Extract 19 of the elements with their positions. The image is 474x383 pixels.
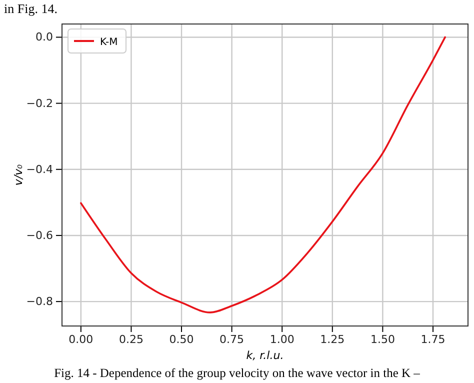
y-tick-label: 0.0: [36, 30, 53, 44]
line-series: [80, 36, 446, 314]
y-tick-label: −0.8: [26, 295, 53, 308]
y-tick-label: −0.6: [26, 228, 53, 242]
x-tick-label: 0.50: [169, 332, 194, 346]
x-axis-title: k, r.l.u.: [246, 349, 284, 362]
y-axis-title: v/v₀: [12, 164, 25, 186]
caption: Fig. 14 - Dependence of the group velocity on the wave vector in the K –: [54, 366, 421, 380]
x-tick-label: 1.50: [370, 332, 395, 346]
y-tick-label: −0.4: [26, 162, 53, 176]
legend-label: K-M: [100, 37, 118, 48]
x-tick-label: 1.00: [270, 332, 294, 346]
x-tick-label: 1.25: [320, 332, 345, 346]
text: in Fig. 14.: [4, 1, 58, 16]
x-tick-label: 0.75: [220, 332, 244, 346]
x-tick-label: 0.25: [118, 332, 144, 346]
y-tick-label: −0.2: [26, 96, 53, 110]
x-tick-label: 0.00: [68, 332, 94, 346]
x-tick-label: 1.75: [420, 332, 446, 346]
